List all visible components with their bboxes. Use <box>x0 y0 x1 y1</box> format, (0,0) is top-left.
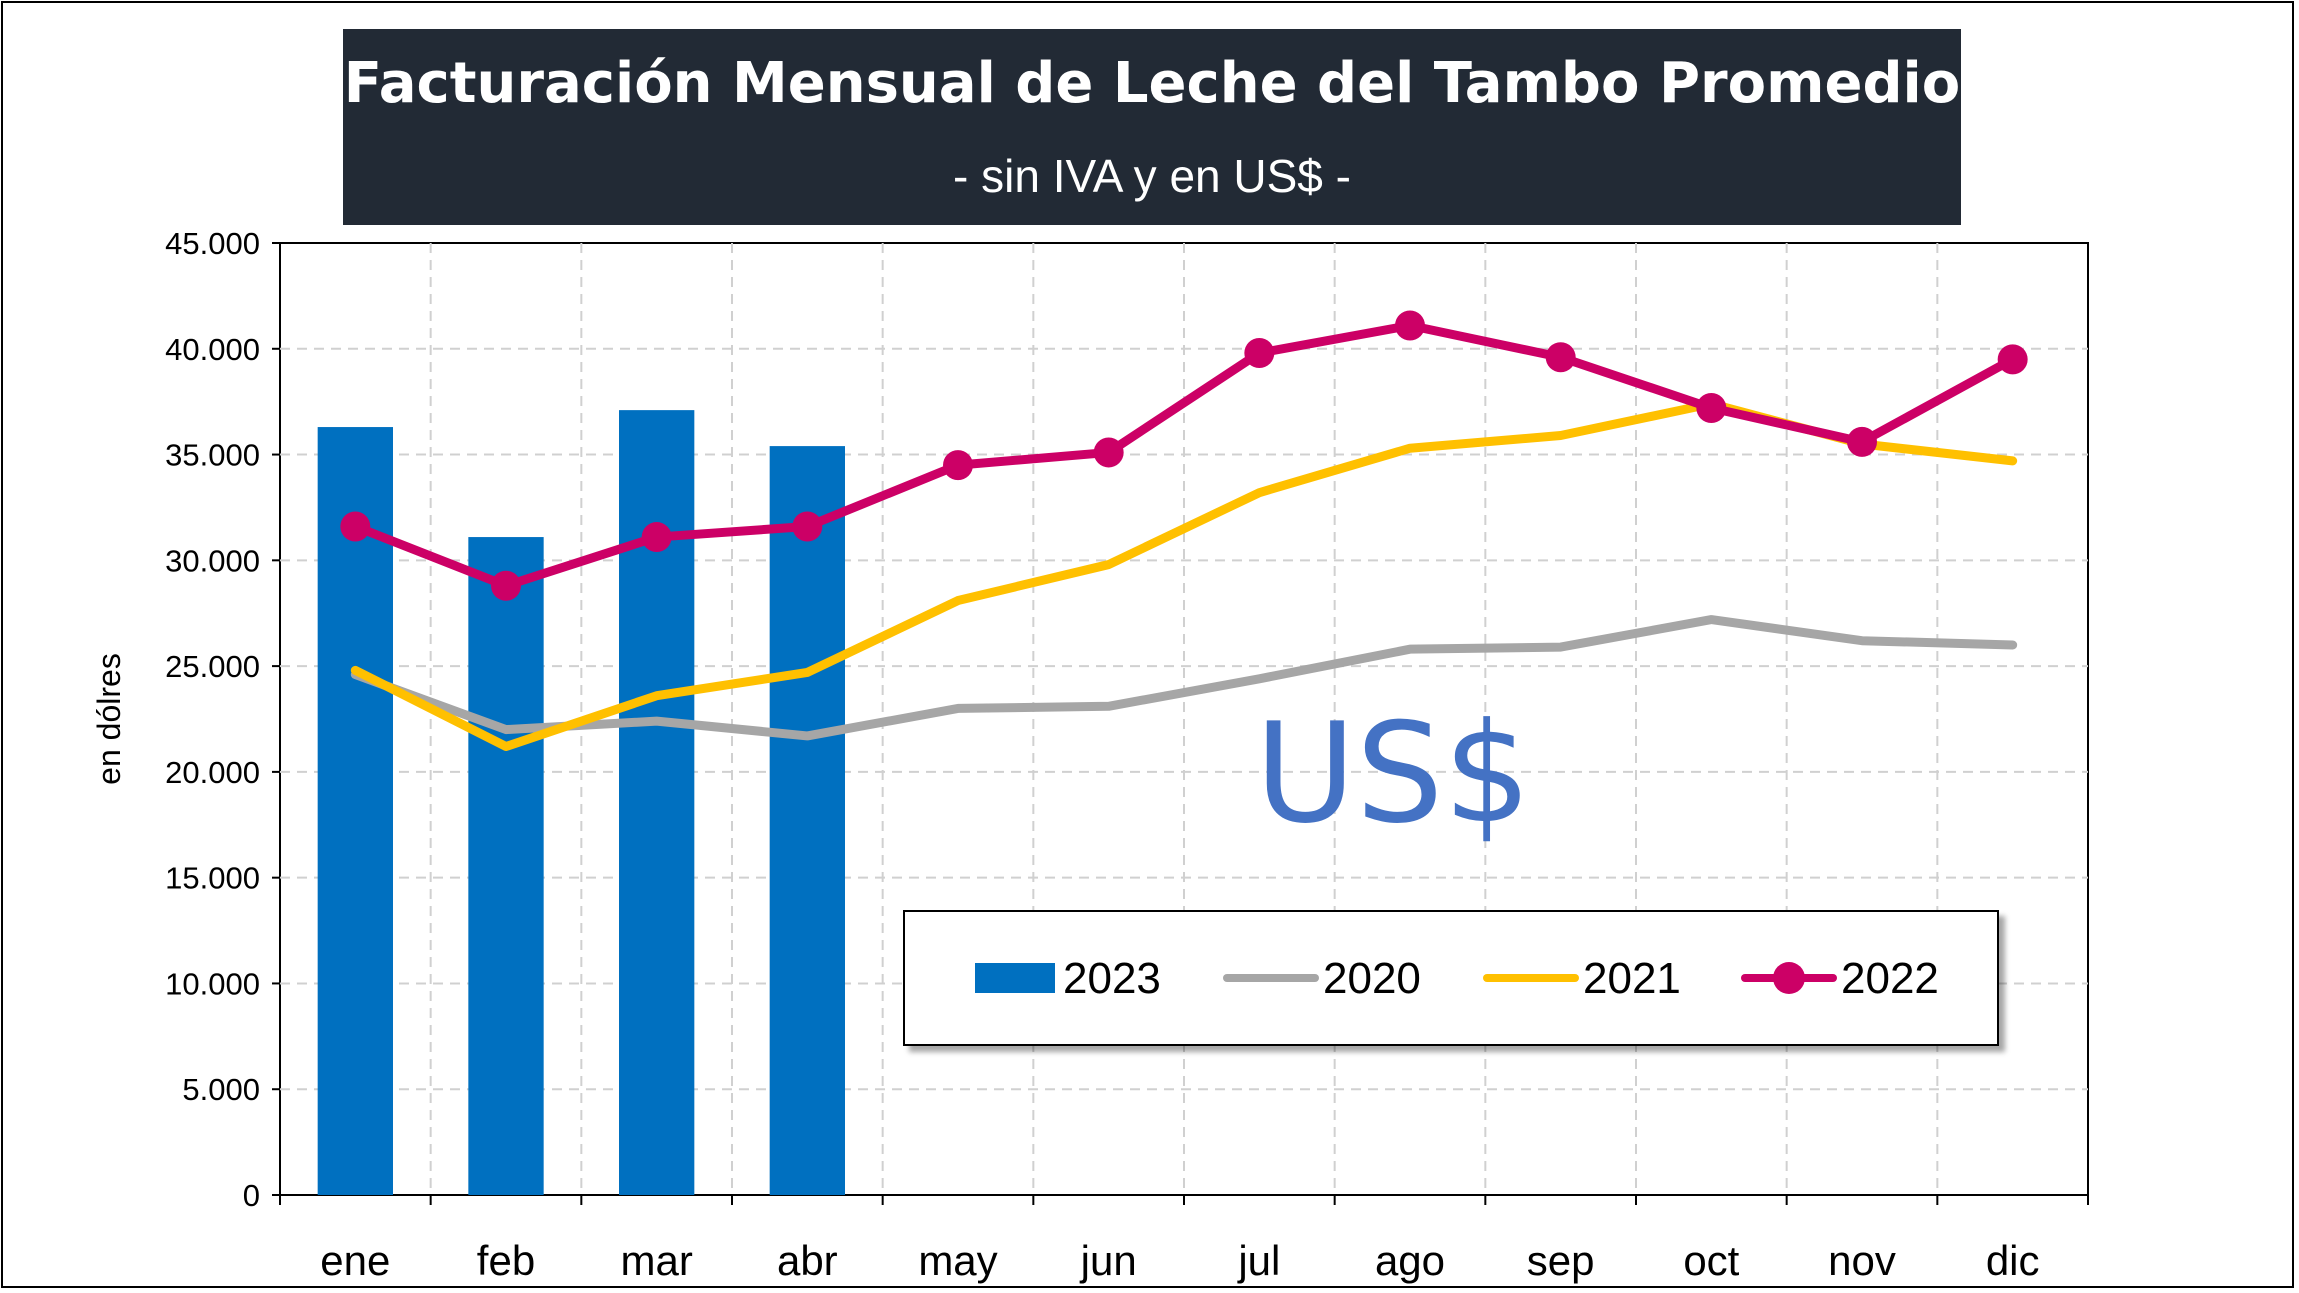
point-2022-ene <box>340 511 371 542</box>
line-2020 <box>350 615 2018 741</box>
y-tick-label: 20.000 <box>165 755 260 790</box>
point-2022-mar <box>641 522 672 553</box>
legend-label-2023: 2023 <box>1063 954 1161 1003</box>
x-tick-label: mar <box>620 1237 692 1284</box>
y-tick-label: 25.000 <box>165 649 260 684</box>
x-tick-label: oct <box>1683 1237 1739 1284</box>
point-2022-oct <box>1696 393 1727 424</box>
bar-2023-feb <box>468 537 544 1195</box>
x-tick-label: jun <box>1079 1237 1137 1284</box>
x-tick-label: jul <box>1236 1237 1280 1284</box>
x-tick-label: feb <box>477 1237 535 1284</box>
bar-2023-ene <box>317 427 393 1195</box>
y-tick-label: 45.000 <box>165 226 260 261</box>
x-tick-label: dic <box>1986 1237 2040 1284</box>
bar-2023-abr <box>769 446 845 1195</box>
x-tick-label: may <box>918 1237 997 1284</box>
y-tick-label: 40.000 <box>165 332 260 367</box>
y-tick-label: 15.000 <box>165 861 260 896</box>
y-tick-label: 35.000 <box>165 438 260 473</box>
point-2022-ago <box>1395 310 1425 341</box>
legend-swatch-2020 <box>1223 974 1319 982</box>
line-2022 <box>350 321 2018 591</box>
point-2022-jun <box>1093 437 1124 468</box>
legend-marker-2022 <box>1773 962 1805 994</box>
chart-subtitle: - sin IVA y en US$ - <box>953 150 1351 202</box>
y-tick-label: 10.000 <box>165 966 260 1001</box>
x-tick-label: ago <box>1375 1237 1445 1284</box>
x-tick-label: ene <box>320 1237 390 1284</box>
point-2022-abr <box>792 511 823 542</box>
point-2022-may <box>943 450 973 481</box>
legend-item-2020: 2020 <box>1223 950 1433 1006</box>
legend-swatch-2021 <box>1483 974 1579 982</box>
chart-title: Facturación Mensual de Leche del Tambo P… <box>343 51 1961 116</box>
y-tick-label: 5.000 <box>182 1072 260 1107</box>
y-tick-label: 30.000 <box>165 543 260 578</box>
title-box: Facturación Mensual de Leche del Tambo P… <box>343 29 1961 225</box>
x-tick-label: abr <box>777 1237 838 1284</box>
point-2022-sep <box>1545 342 1576 373</box>
point-2022-dic <box>1997 344 2028 375</box>
y-axis-label: en dólres <box>91 653 127 785</box>
chart-svg: 0 5.000 10.000 15.000 20.000 25.000 30.000 35.0… <box>91 226 2089 1284</box>
legend-label-2022: 2022 <box>1841 954 1939 1003</box>
legend-item-2022: 2022 <box>1741 950 1971 1006</box>
legend: 2023 2020 2021 2022 <box>903 910 1999 1046</box>
x-tick-label: nov <box>1828 1237 1896 1284</box>
legend-item-2021: 2021 <box>1483 950 1693 1006</box>
point-2022-nov <box>1847 426 1877 457</box>
legend-swatch-2023 <box>975 963 1055 993</box>
point-2022-feb <box>491 570 521 601</box>
y-tick-label: 0 <box>243 1178 260 1213</box>
currency-annotation: US$ <box>1254 693 1532 854</box>
point-2022-jul <box>1244 338 1275 369</box>
legend-item-2023: 2023 <box>975 950 1161 1006</box>
x-tick-label: sep <box>1527 1237 1595 1284</box>
legend-label-2020: 2020 <box>1323 954 1421 1003</box>
legend-label-2021: 2021 <box>1583 954 1681 1003</box>
